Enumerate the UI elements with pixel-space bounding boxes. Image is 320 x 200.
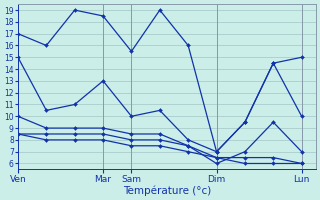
X-axis label: Température (°c): Température (°c)	[123, 185, 211, 196]
